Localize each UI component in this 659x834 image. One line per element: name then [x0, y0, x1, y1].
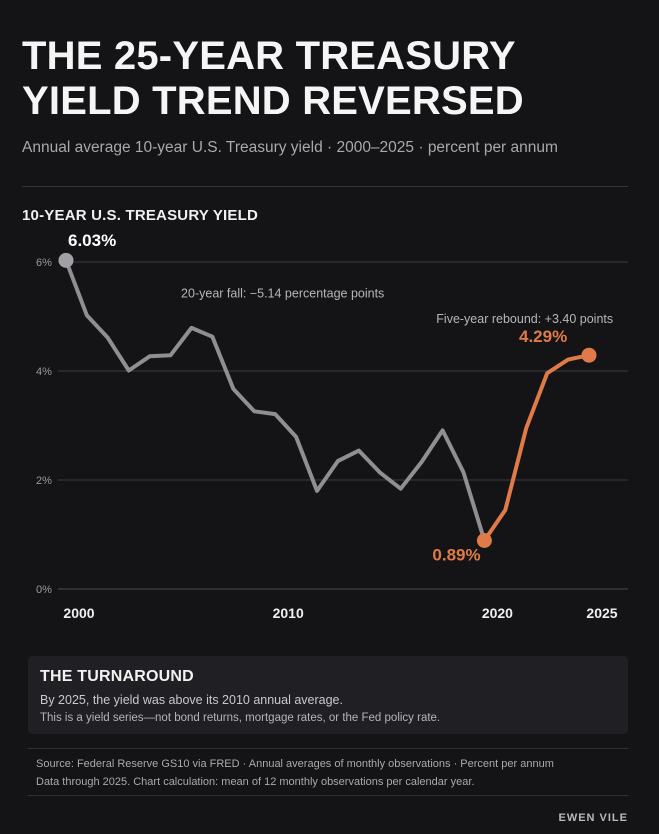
card-text-1: By 2025, the yield was above its 2010 an…: [40, 693, 343, 707]
x-tick-label: 2000: [63, 605, 94, 621]
data-label: 6.03%: [68, 231, 116, 250]
chart-points: [58, 252, 597, 548]
series-line: [482, 353, 591, 543]
chart-annotation: 20-year fall: −5.14 percentage points: [181, 286, 384, 300]
series-line: [64, 258, 487, 543]
y-tick-label: 6%: [36, 257, 52, 269]
chart-annotation: Five-year rebound: +3.40 points: [436, 312, 613, 326]
data-label: 0.89%: [432, 545, 480, 564]
y-tick-label: 4%: [36, 366, 52, 378]
chart-title: 10-YEAR U.S. TREASURY YIELD: [22, 207, 259, 224]
chart-point-labels: 6.03% 0.89% 4.29%: [68, 231, 567, 564]
chart-annotations: 20-year fall: −5.14 percentage points Fiv…: [181, 286, 613, 326]
chart-grid: [58, 261, 628, 590]
title-line-1: THE 25-YEAR TREASURY: [22, 34, 516, 78]
data-point: [581, 347, 597, 363]
x-tick-label: 2020: [482, 605, 513, 621]
brand-logo: EWEN VILE: [558, 812, 628, 824]
source-line-2: Data through 2025. Chart calculation: me…: [36, 776, 475, 788]
title-line-2: YIELD TREND REVERSED: [22, 79, 524, 123]
yield-line-chart: 0% 2% 4% 6% 2000 2010 2020 2025 20-year fall: …: [36, 231, 628, 621]
card-text-2: This is a yield series—not bond returns,…: [40, 712, 441, 724]
header-divider: [22, 186, 628, 187]
x-tick-label: 2025: [586, 605, 617, 621]
x-axis-ticks: 2000 2010 2020 2025: [63, 605, 617, 621]
y-axis-ticks: 0% 2% 4% 6%: [36, 257, 52, 596]
page-title: THE 25-YEAR TREASURY YIELD TREND REVERSE…: [22, 34, 642, 124]
data-label: 4.29%: [519, 327, 567, 346]
data-point: [58, 252, 74, 268]
card-title: THE TURNAROUND: [40, 668, 194, 685]
x-tick-label: 2010: [273, 605, 304, 621]
y-tick-label: 2%: [36, 475, 52, 487]
chart-lines: [64, 258, 591, 543]
turnaround-card: THE TURNAROUND By 2025, the yield was ab…: [28, 656, 628, 734]
data-point: [476, 532, 492, 548]
page-subtitle: Annual average 10-year U.S. Treasury yie…: [22, 139, 558, 156]
y-tick-label: 0%: [36, 584, 52, 596]
source-line-1: Source: Federal Reserve GS10 via FRED · …: [36, 758, 554, 770]
source-note: Source: Federal Reserve GS10 via FRED · …: [28, 748, 628, 796]
